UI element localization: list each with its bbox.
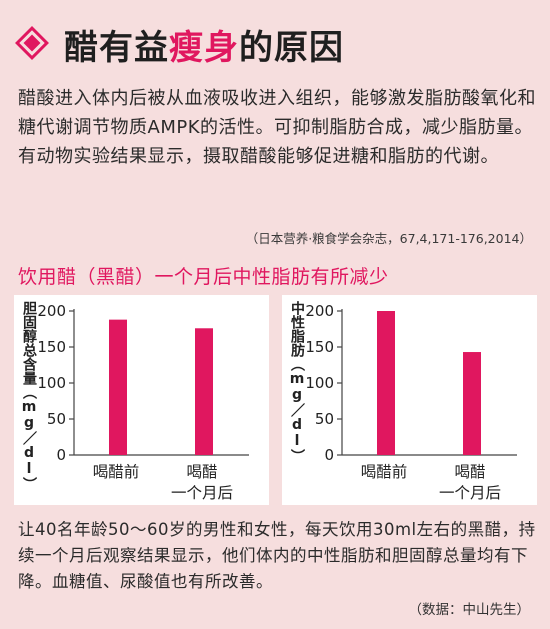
cholesterol-chart-panel: 胆固醇总含量（mg／dl） 0 50 100 150 200 喝醋前 喝醋一个月后 <box>14 295 269 505</box>
x-category-label: 喝醋前 <box>361 463 408 481</box>
y-tick-label: 50 <box>47 410 66 428</box>
chart-y-axis-label: 胆固醇总含量（mg／dl） <box>21 301 37 491</box>
y-tick-label: 100 <box>305 374 334 392</box>
study-paragraph: 让40名年龄50～60岁的男性和女性，每天饮用30ml左右的黑醋，持续一个月后观… <box>18 520 536 591</box>
diamond-bullet-icon <box>15 26 50 61</box>
page-title: 醋有益瘦身的原因 <box>64 20 344 69</box>
x-category-label: 喝醋 <box>186 463 217 481</box>
y-tick-label: 150 <box>305 338 334 356</box>
bar <box>377 311 395 455</box>
bar <box>195 328 213 455</box>
y-tick-label: 200 <box>305 302 334 320</box>
y-tick-label: 200 <box>37 302 66 320</box>
chart-y-axis-label: 中性脂肪（mg／dl） <box>289 301 305 463</box>
bar <box>109 319 127 455</box>
chart-section-heading: 饮用醋（黑醋）一个月后中性脂肪有所减少 <box>18 266 389 288</box>
data-source: （数据：中山先生） <box>408 602 531 618</box>
x-category-label: 喝醋前 <box>93 463 140 481</box>
x-category-label: 喝醋 <box>454 463 485 481</box>
y-tick-label: 150 <box>37 338 66 356</box>
title-suffix: 的原因 <box>239 27 344 68</box>
citation: （日本营养·粮食学会杂志，67,4,171-176,2014） <box>245 231 532 246</box>
x-category-label: 一个月后 <box>439 484 501 502</box>
title-prefix: 醋有益 <box>64 27 169 68</box>
y-tick-label: 100 <box>37 374 66 392</box>
y-tick-label: 0 <box>324 446 334 464</box>
intro-paragraph: 醋酸进入体内后被从血液吸收进入组织，能够激发脂肪酸氧化和糖代谢调节物质AMPK的… <box>18 88 536 167</box>
title-row: 醋有益瘦身的原因 <box>15 20 344 69</box>
y-tick-label: 50 <box>315 410 334 428</box>
y-tick-label: 0 <box>56 446 66 464</box>
title-accent: 瘦身 <box>169 27 239 68</box>
bar <box>463 352 481 455</box>
x-category-label: 一个月后 <box>171 484 233 502</box>
triglyceride-chart-panel: 中性脂肪（mg／dl） 0 50 100 150 200 喝醋前 喝醋一个月后 <box>282 295 537 505</box>
